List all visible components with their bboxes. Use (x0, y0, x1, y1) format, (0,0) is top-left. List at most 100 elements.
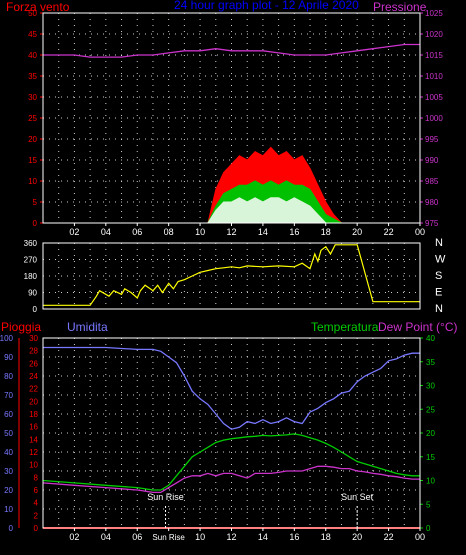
rain-y-tick-label: 40 (4, 448, 13, 457)
rain-y-tick-label: 30 (4, 467, 13, 476)
humidity-y-tick-label: 14 (29, 435, 38, 444)
p1-x-tick-label: 10 (195, 227, 205, 237)
pressure-y-tick-label: 995 (425, 135, 439, 144)
humidity-y-tick-label: 6 (34, 486, 39, 495)
compass-label: W (435, 254, 446, 266)
wind-y-tick-label: 10 (28, 177, 37, 186)
rain-y-tick-label: 0 (9, 524, 14, 533)
direction-series (43, 244, 420, 306)
p2-frame (42, 242, 421, 310)
wind-y-tick-label: 45 (28, 30, 37, 39)
humidity-y-tick-label: 12 (29, 448, 38, 457)
humidity-axis-label: Umidita (67, 320, 108, 334)
humidity-y-tick-label: 0 (34, 524, 39, 533)
dewpoint-axis-label: Dew Point (°C) (378, 320, 457, 334)
temp-y-tick-label: 30 (426, 382, 435, 391)
temp-y-tick-label: 25 (426, 405, 435, 414)
humidity-y-tick-label: 2 (34, 511, 39, 520)
humidity-y-tick-label: 4 (34, 499, 39, 508)
p1-x-tick-label: 02 (69, 227, 79, 237)
wind-y-tick-label: 0 (33, 219, 38, 228)
humidity-y-tick-label: 30 (29, 334, 38, 343)
pressure-y-tick-label: 1015 (425, 51, 443, 60)
temp-y-tick-label: 15 (426, 453, 435, 462)
p3-x-tick-label: 20 (352, 532, 362, 542)
wind-y-tick-label: 50 (28, 9, 37, 18)
rain-y-tick-label: 20 (4, 486, 13, 495)
humidity-series (43, 346, 420, 430)
p1-x-tick-label: 22 (384, 227, 394, 237)
pressure-y-tick-label: 1020 (425, 30, 443, 39)
pressure-y-tick-label: 1025 (425, 9, 443, 18)
p3-x-tick-label: 16 (289, 532, 299, 542)
p1-x-tick-label: 00 (415, 227, 425, 237)
pressure-y-tick-label: 1000 (425, 114, 443, 123)
temp-y-tick-label: 10 (426, 477, 435, 486)
p1-x-tick-label: 14 (258, 227, 268, 237)
wind-y-tick-label: 35 (28, 72, 37, 81)
p3-x-tick-label: 02 (69, 532, 79, 542)
wind-axis-label: Forza vento (6, 0, 70, 14)
pressure-y-tick-label: 975 (425, 219, 439, 228)
p1-x-tick-label: 20 (352, 227, 362, 237)
p1-x-tick-label: 16 (289, 227, 299, 237)
humidity-y-tick-label: 28 (29, 347, 38, 356)
compass-label: E (435, 287, 442, 299)
wind-y-tick-label: 25 (28, 114, 37, 123)
humidity-y-tick-label: 20 (29, 397, 38, 406)
sun-annotation: Sun Rise (147, 492, 184, 502)
p1-x-tick-label: 06 (132, 227, 142, 237)
humidity-y-tick-label: 24 (29, 372, 38, 381)
rain-y-tick-label: 80 (4, 372, 13, 381)
sun-annotation: Sun Set (341, 492, 374, 502)
humidity-y-tick-label: 8 (34, 473, 39, 482)
dewpoint-series (42, 465, 420, 494)
temp-y-tick-label: 35 (426, 358, 435, 367)
temperature-series (42, 433, 420, 491)
temp-y-tick-label: 0 (426, 524, 431, 533)
direction-y-tick-label: 90 (28, 289, 37, 298)
temperature-axis-label: Temperatura (311, 320, 379, 334)
p1-x-tick-label: 04 (101, 227, 111, 237)
rain-y-tick-label: 60 (4, 410, 13, 419)
wind-y-tick-label: 5 (33, 198, 38, 207)
pressure-y-tick-label: 1005 (425, 93, 443, 102)
wind-y-tick-label: 15 (28, 156, 37, 165)
wind-pressure-panel: 0510152025303540455097598098599099510001… (28, 9, 443, 237)
temp-humidity-panel: 0102030405060708090100024681012141618202… (0, 334, 435, 542)
p3-x-tick-label: 18 (321, 532, 331, 542)
p3-x-tick-label: Sun Rise (152, 533, 185, 542)
wind-y-tick-label: 40 (28, 51, 37, 60)
p1-x-tick-label: 18 (321, 227, 331, 237)
temp-y-tick-label: 40 (426, 334, 435, 343)
direction-y-tick-label: 360 (24, 239, 38, 248)
compass-label: N (435, 303, 443, 315)
compass-label: N (435, 237, 443, 249)
rain-y-tick-label: 90 (4, 353, 13, 362)
humidity-y-tick-label: 10 (29, 461, 38, 470)
p1-x-tick-label: 08 (164, 227, 174, 237)
p3-x-tick-label: 10 (195, 532, 205, 542)
direction-y-tick-label: 270 (24, 256, 38, 265)
compass-label: S (435, 270, 442, 282)
p3-x-tick-label: 12 (226, 532, 236, 542)
p3-x-tick-label: 04 (101, 532, 111, 542)
pressure-axis-label: Pressione (373, 0, 427, 14)
direction-y-tick-label: 0 (33, 305, 38, 314)
pressure-y-tick-label: 980 (425, 198, 439, 207)
pressure-y-tick-label: 1010 (425, 72, 443, 81)
p3-x-tick-label: 22 (384, 532, 394, 542)
humidity-y-tick-label: 22 (29, 385, 38, 394)
p1-x-tick-label: 12 (226, 227, 236, 237)
humidity-y-tick-label: 16 (29, 423, 38, 432)
wind-y-tick-label: 20 (28, 135, 37, 144)
p3-x-tick-label: 14 (258, 532, 268, 542)
wind-y-tick-label: 30 (28, 93, 37, 102)
rain-y-tick-label: 70 (4, 391, 13, 400)
temp-y-tick-label: 5 (426, 500, 431, 509)
pressure-series (43, 43, 420, 58)
rain-axis-label: Pioggia (1, 320, 41, 334)
pressure-y-tick-label: 985 (425, 177, 439, 186)
pressure-y-tick-label: 990 (425, 156, 439, 165)
